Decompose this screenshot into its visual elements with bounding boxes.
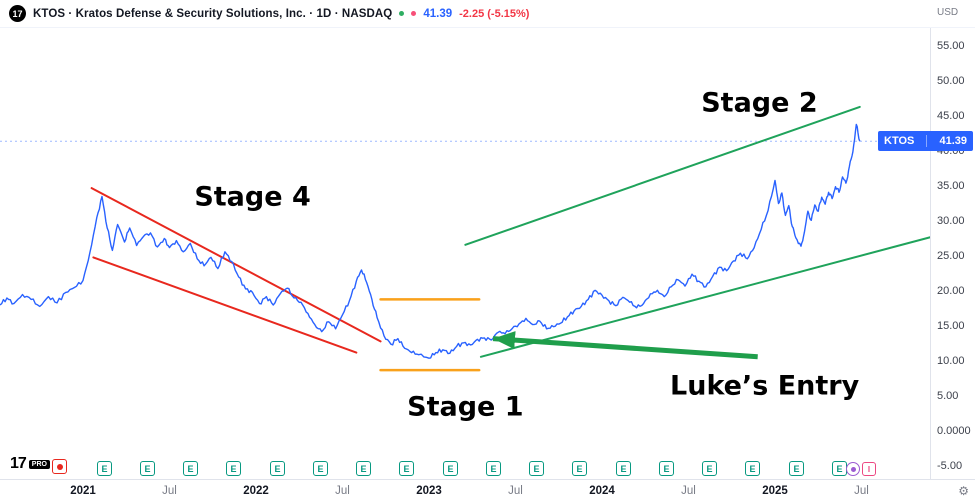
- time-axis-label: 2021: [70, 485, 96, 497]
- event-icon-purple[interactable]: [846, 462, 860, 476]
- market-status-dot-icon: [399, 11, 405, 16]
- time-axis-label: 2025: [762, 485, 788, 497]
- price-axis-label: -5.00: [937, 460, 963, 472]
- earnings-icon[interactable]: E: [702, 461, 717, 476]
- lukes-entry-label[interactable]: Luke’s Entry: [670, 370, 860, 401]
- earnings-icon[interactable]: E: [832, 461, 847, 476]
- price-tag-price: 41.39: [939, 135, 967, 147]
- time-axis[interactable]: ⚙ 2021 Jul 2022 Jul 2023 Jul 2024 Jul 2025 Jul: [0, 479, 975, 502]
- price-axis-label: 35.00: [937, 180, 965, 192]
- earnings-icon[interactable]: E: [270, 461, 285, 476]
- earnings-icon[interactable]: E: [356, 461, 371, 476]
- price-axis-label: 25.00: [937, 250, 965, 262]
- price-tag-divider: [926, 135, 928, 147]
- earnings-icon[interactable]: E: [486, 461, 501, 476]
- time-axis-label: Jul: [681, 485, 696, 497]
- earnings-icon[interactable]: E: [399, 461, 414, 476]
- price-axis[interactable]: 55.00 50.00 45.00 40.00 35.00 30.00 25.00 20.00…: [930, 28, 975, 502]
- price-axis-label: 10.00: [937, 355, 965, 367]
- earnings-icon[interactable]: E: [572, 461, 587, 476]
- price-axis-label: 20.00: [937, 285, 965, 297]
- stage4-label[interactable]: Stage 4: [194, 181, 310, 212]
- symbol-title[interactable]: KTOS · Kratos Defense & Security Solutio…: [33, 7, 393, 20]
- time-axis-label: 2024: [589, 485, 615, 497]
- price-axis-label: 0.0000: [937, 425, 971, 437]
- stage2-label[interactable]: Stage 2: [701, 88, 817, 119]
- earnings-icon[interactable]: E: [140, 461, 155, 476]
- price-axis-label: 5.00: [937, 390, 959, 402]
- event-icon-pink[interactable]: I: [862, 462, 876, 476]
- time-axis-label: Jul: [162, 485, 177, 497]
- price-tag-symbol: KTOS: [884, 135, 915, 147]
- price-axis-label: 30.00: [937, 215, 965, 227]
- stage1-label[interactable]: Stage 1: [407, 391, 523, 422]
- time-axis-label: 2022: [243, 485, 269, 497]
- tradingview-logo-glyph: 17: [12, 8, 23, 19]
- earnings-icon[interactable]: E: [616, 461, 631, 476]
- earnings-icon[interactable]: E: [226, 461, 241, 476]
- earnings-icon[interactable]: E: [183, 461, 198, 476]
- tradingview-logo-icon[interactable]: 17: [9, 5, 26, 22]
- price-axis-label: 45.00: [937, 110, 965, 122]
- earnings-icon[interactable]: E: [659, 461, 674, 476]
- earnings-icon[interactable]: E: [745, 461, 760, 476]
- record-badge-icon[interactable]: [52, 459, 67, 474]
- earnings-icon[interactable]: E: [97, 461, 112, 476]
- chart-header: 17 KTOS · Kratos Defense & Security Solu…: [0, 0, 975, 28]
- currency-label: USD: [937, 7, 959, 18]
- alert-dot-icon: [411, 11, 417, 16]
- earnings-icon[interactable]: E: [529, 461, 544, 476]
- time-axis-label: Jul: [335, 485, 350, 497]
- stage2-lower-trendline[interactable]: [479, 236, 930, 358]
- time-axis-label: Jul: [854, 485, 869, 497]
- price-line-series[interactable]: [0, 123, 861, 359]
- tradingview-pro-logo[interactable]: 17 PRO: [10, 455, 50, 473]
- stage2-upper-trendline[interactable]: [464, 105, 861, 246]
- price-axis-label: 50.00: [937, 75, 965, 87]
- tradingview-wordmark-icon: 17: [10, 455, 27, 472]
- time-axis-label: 2023: [416, 485, 442, 497]
- stage4-lower-trendline[interactable]: [92, 256, 358, 354]
- earnings-icon[interactable]: E: [313, 461, 328, 476]
- current-price-label: KTOS 41.39: [878, 131, 973, 151]
- time-axis-label: Jul: [508, 485, 523, 497]
- last-price: 41.39: [423, 7, 453, 20]
- price-chart-pane[interactable]: Stage 4 Stage 2 Stage 1 Luke’s Entry: [0, 28, 930, 479]
- earnings-icon[interactable]: E: [443, 461, 458, 476]
- time-axis-settings-gear-icon[interactable]: ⚙: [958, 484, 969, 498]
- stage4-upper-trendline[interactable]: [90, 187, 382, 343]
- earnings-icon[interactable]: E: [789, 461, 804, 476]
- price-axis-label: 55.00: [937, 40, 965, 52]
- lukes-entry-arrow[interactable]: [492, 331, 758, 360]
- price-axis-label: 15.00: [937, 320, 965, 332]
- pro-badge: PRO: [28, 459, 50, 469]
- price-change: -2.25 (-5.15%): [459, 7, 530, 20]
